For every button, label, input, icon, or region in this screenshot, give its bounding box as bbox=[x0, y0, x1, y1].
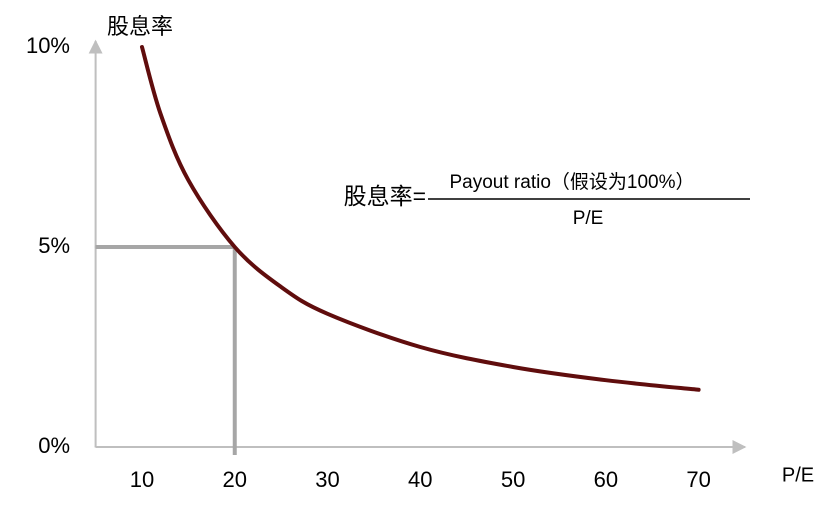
x-tick-label: 20 bbox=[223, 467, 247, 492]
x-tick-label: 40 bbox=[408, 467, 432, 492]
x-axis-label: P/E bbox=[782, 464, 814, 486]
y-tick-label: 5% bbox=[38, 233, 70, 258]
x-tick-label: 50 bbox=[501, 467, 525, 492]
x-tick-label: 10 bbox=[130, 467, 154, 492]
formula-numerator: Payout ratio（假设为100%） bbox=[450, 171, 695, 193]
y-tick-label: 0% bbox=[38, 433, 70, 458]
curve bbox=[139, 45, 701, 392]
x-tick-label: 60 bbox=[594, 467, 618, 492]
y-axis-label: 股息率 bbox=[107, 14, 173, 39]
y-tick-label: 10% bbox=[26, 33, 70, 58]
x-tick-label: 30 bbox=[315, 467, 339, 492]
formula-denominator: P/E bbox=[573, 208, 604, 229]
x-tick-label: 70 bbox=[686, 467, 710, 492]
formula-lhs: 股息率= bbox=[344, 183, 426, 209]
